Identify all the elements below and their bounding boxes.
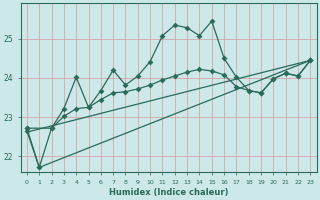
X-axis label: Humidex (Indice chaleur): Humidex (Indice chaleur) [109, 188, 228, 197]
